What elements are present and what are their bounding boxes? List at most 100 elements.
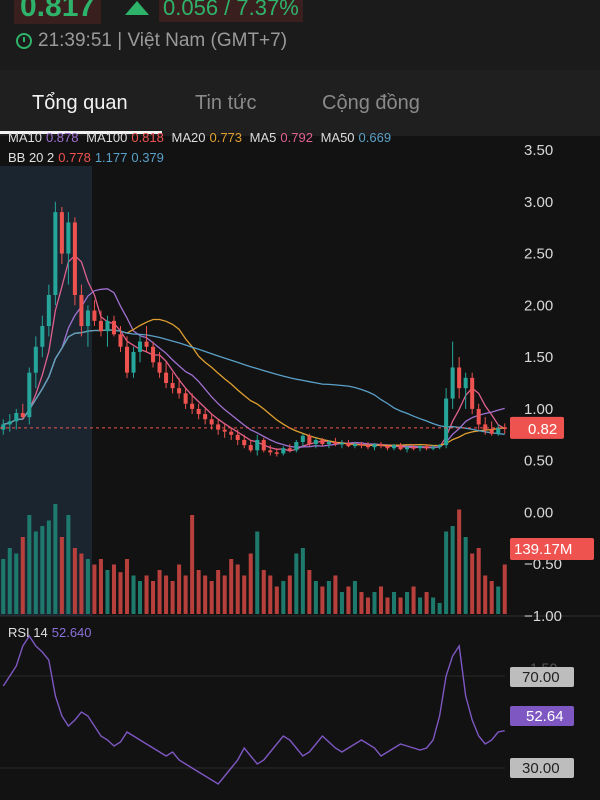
price-axis-label: 2.00 [524, 297, 553, 314]
candle-body [111, 320, 116, 335]
price-axis-label: −0.50 [524, 556, 562, 573]
candle-body [424, 446, 429, 449]
last-price: 0.817 [14, 0, 102, 24]
tab-overview[interactable]: Tổng quan [32, 92, 128, 114]
up-arrow-icon [125, 1, 149, 15]
candle-body [365, 445, 370, 448]
volume-bar [66, 515, 71, 614]
candle-body [248, 445, 253, 451]
volume-bar [320, 586, 325, 614]
volume-bar [307, 570, 312, 614]
candle-body [46, 294, 51, 327]
candle-body [450, 367, 455, 399]
bb-mid: 0.778 [58, 150, 91, 165]
volume-bar [496, 586, 501, 614]
candle-body [235, 434, 240, 440]
price-chart[interactable]: 3.50 3.00 2.50 2.00 1.50 1.00 0.50 0.00 −0.50 −1.… [0, 130, 600, 800]
ma50-value: 0.669 [358, 130, 392, 145]
volume-bar [378, 586, 384, 614]
volume-bar [14, 553, 19, 614]
candle-body [177, 388, 182, 394]
chart-canvas[interactable]: 3.50 3.00 2.50 2.00 1.50 1.00 0.50 0.00 −0.50 −1.… [0, 136, 600, 800]
clock-icon [16, 33, 32, 49]
candle-body [463, 377, 468, 389]
volume-bar [138, 581, 143, 614]
ma5-value: 0.792 [280, 130, 313, 145]
candle-body [98, 320, 103, 332]
volume-bar [418, 597, 423, 614]
candle-body [431, 447, 436, 449]
volume-bar [483, 575, 488, 614]
volume-bar [183, 575, 188, 614]
volume-bar [405, 592, 410, 614]
volume-bar [33, 531, 38, 614]
candle-body [14, 413, 19, 422]
candle-body [255, 439, 260, 451]
ma50-label: MA50 [320, 130, 355, 145]
bb-lower: 0.379 [131, 150, 164, 165]
volume-bar [124, 559, 130, 614]
candle-body [437, 445, 442, 448]
candle-body [72, 222, 77, 295]
candle-body [27, 372, 32, 418]
volume-bar [157, 570, 162, 614]
quote-header: 0.817 0.056 / 7.37% 21:39:51 | Việt Nam … [0, 0, 600, 70]
volume-bar [424, 592, 429, 614]
rsi-30-tag-bg [510, 758, 574, 778]
rsi-value: 52.640 [51, 625, 92, 640]
volume-bar [463, 537, 468, 614]
candle-body [339, 443, 344, 445]
volume-bar [372, 592, 377, 614]
candle-body [294, 442, 299, 451]
volume-bar [131, 575, 136, 614]
volume-bar [7, 548, 12, 614]
candle-body [300, 435, 305, 443]
volume-bar [144, 575, 149, 614]
volume-bar [151, 581, 156, 614]
candle-body [92, 310, 97, 321]
price-axis-label: 3.50 [524, 142, 553, 159]
volume-bar [313, 581, 318, 614]
candle-body [7, 421, 12, 425]
ma100-label: MA100 [86, 130, 128, 145]
candle-body [313, 439, 318, 445]
tab-news[interactable]: Tin tức [195, 92, 257, 114]
volume-tag-bg [510, 538, 594, 560]
volume-bar [281, 581, 286, 614]
volume-bar [105, 570, 110, 614]
candle-body [53, 212, 58, 295]
candle-body [190, 403, 195, 409]
candle-body [385, 446, 390, 449]
change-value: 0.056 / 7.37% [159, 0, 303, 22]
ma50-line [3, 329, 505, 435]
rsi-70-tag-bg [510, 667, 574, 687]
ma100-value: 0.818 [131, 130, 164, 145]
bb-upper: 1.177 [94, 150, 128, 165]
volume-bar [255, 531, 260, 614]
candle-body [307, 435, 312, 445]
ma5-label: MA5 [249, 130, 277, 145]
volume-bar [59, 537, 64, 614]
volume-bar [190, 515, 195, 614]
market-time: 21:39:51 | Việt Nam (GMT+7) [16, 30, 287, 52]
rsi-label: RSI 14 [8, 625, 48, 640]
volume-bar [98, 559, 103, 614]
ma10-value: 0.878 [45, 130, 79, 145]
volume-bar [287, 575, 292, 614]
candle-body [59, 212, 64, 254]
candle-body [483, 424, 488, 430]
candle-body [392, 445, 397, 449]
rsi-indicator-row: RSI 14 52.640 [8, 625, 96, 640]
volume-bar [502, 564, 507, 614]
volume-bar [359, 592, 364, 614]
ma20-value: 0.773 [209, 130, 243, 145]
candle-body [470, 377, 475, 409]
volume-bar [242, 575, 247, 614]
volume-bar [79, 553, 84, 614]
tab-community[interactable]: Cộng đồng [322, 92, 420, 114]
candle-body [79, 294, 84, 327]
volume-bar [85, 559, 90, 614]
candle-body [124, 346, 130, 373]
candle-body [66, 222, 71, 254]
volume-bar [248, 553, 253, 614]
